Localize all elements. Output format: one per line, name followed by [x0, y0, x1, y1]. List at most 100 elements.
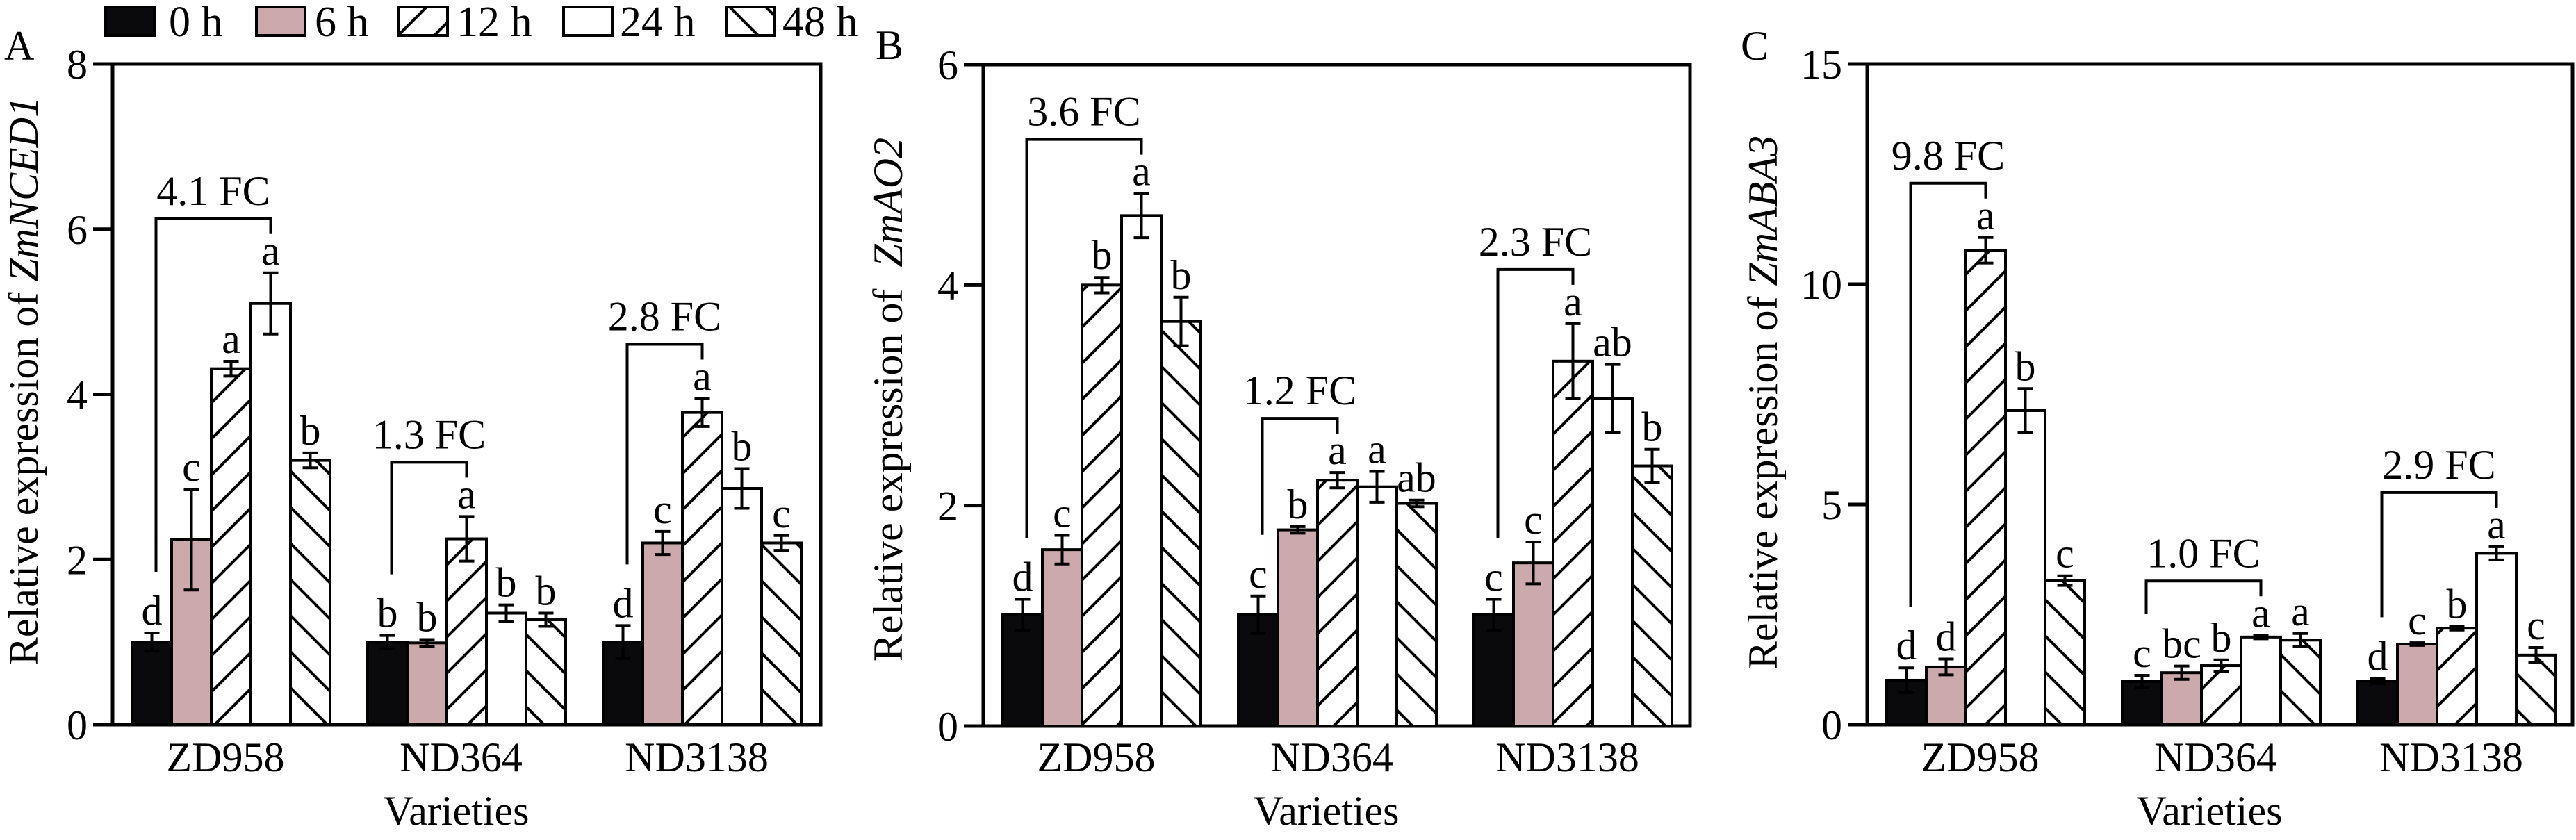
error-bar	[1978, 236, 1994, 265]
error-bar	[2449, 625, 2465, 632]
error-bar	[1525, 541, 1541, 586]
legend-label: 24 h	[620, 0, 696, 46]
y-axis-title-prefix: Relative expression of	[1740, 286, 1786, 670]
error-bar	[1094, 276, 1110, 295]
significance-letter: a	[1132, 149, 1151, 195]
bar	[1356, 485, 1398, 728]
significance-letter: b	[496, 560, 517, 606]
bar	[2279, 639, 2322, 726]
y-tick-label: 6	[67, 207, 88, 253]
y-tick-label: 0	[67, 702, 88, 748]
y-axis-title-gene: ZmAO2	[865, 138, 911, 267]
significance-letter: a	[261, 228, 280, 274]
error-bar	[2488, 545, 2504, 561]
significance-letter: a	[693, 353, 712, 399]
bar	[2200, 664, 2242, 727]
error-bar	[1898, 666, 1914, 694]
x-tick-label: ND364	[2154, 734, 2277, 780]
y-tick-label: 4	[67, 372, 88, 418]
legend-label: 48 h	[782, 0, 858, 46]
significance-letter: b	[1642, 404, 1663, 450]
significance-letter: b	[732, 423, 753, 469]
fold-change-label: 2.9 FC	[2382, 442, 2495, 488]
y-tick-label: 15	[1800, 42, 1842, 88]
fold-change-label: 4.1 FC	[156, 168, 270, 214]
error-bar	[1409, 498, 1425, 509]
bar	[2356, 680, 2399, 727]
legend-label: 6 h	[315, 0, 369, 46]
x-axis-title: Varieties	[384, 788, 530, 834]
significance-letter: d	[142, 588, 163, 634]
x-tick-label: ND3138	[2379, 734, 2523, 780]
error-bar	[1565, 322, 1581, 400]
bar	[1552, 359, 1594, 727]
error-bar	[1250, 594, 1266, 635]
error-bar	[2253, 634, 2269, 641]
significance-letter: a	[2487, 502, 2506, 547]
legend-item: 6 h	[255, 0, 369, 46]
y-axis-title-prefix: Relative expression of	[1, 282, 47, 666]
bar	[249, 302, 292, 726]
significance-letter: c	[1053, 491, 1072, 536]
significance-letter: d	[2368, 633, 2388, 679]
significance-letter: c	[1249, 551, 1268, 597]
fold-change-bracket	[1909, 181, 1987, 607]
bar	[2396, 642, 2438, 727]
error-bar	[144, 632, 160, 653]
error-bar	[1369, 470, 1385, 504]
significance-letter: b	[2211, 615, 2232, 661]
bar	[2240, 635, 2282, 726]
significance-letter: b	[536, 568, 557, 614]
legend-label: 12 h	[457, 0, 532, 46]
y-axis-title: Relative expression of ZmAO2	[865, 138, 911, 661]
error-bar	[2174, 664, 2190, 681]
bar	[721, 487, 763, 727]
error-bar	[1938, 657, 1954, 677]
error-bar	[2213, 658, 2229, 673]
error-bar	[2292, 632, 2308, 648]
significance-letter: d	[613, 580, 634, 626]
fold-change-label: 9.8 FC	[1892, 133, 2005, 179]
significance-letter: bc	[2162, 621, 2201, 667]
bar	[1472, 613, 1515, 727]
error-bar	[263, 271, 279, 336]
error-bar	[2528, 646, 2544, 664]
bar	[1964, 249, 2007, 726]
y-tick-label: 6	[937, 42, 958, 88]
panel-label: A	[4, 23, 34, 69]
bar	[1512, 561, 1554, 727]
y-tick-label: 8	[67, 42, 88, 88]
significance-letter: d	[1896, 623, 1917, 668]
y-tick-label: 10	[1800, 262, 1842, 308]
error-bar	[1644, 447, 1660, 484]
legend-swatch	[255, 6, 306, 37]
legend: 0 h 6 h 12 h 24 h 48 h	[104, 0, 858, 46]
significance-letter: a	[222, 316, 240, 362]
y-tick-label: 0	[1821, 702, 1842, 748]
fold-change-bracket	[625, 343, 704, 565]
bar	[1316, 479, 1359, 727]
bar	[210, 367, 252, 726]
error-bar	[734, 467, 750, 510]
error-bar	[1133, 192, 1149, 240]
significance-letter: c	[653, 486, 672, 532]
significance-letter: c	[1524, 497, 1543, 543]
x-tick-label: ND364	[1270, 734, 1393, 780]
significance-letter: c	[2056, 531, 2074, 577]
error-bar	[1015, 598, 1031, 632]
bar	[366, 641, 409, 726]
significance-letter: a	[1976, 192, 1995, 238]
error-bar	[419, 638, 435, 648]
error-bar	[655, 529, 671, 557]
y-axis-title-gene: ZmABA3	[1740, 135, 1786, 286]
error-bar	[459, 515, 475, 563]
x-tick-label: ND364	[400, 734, 523, 780]
significance-letter: c	[2527, 602, 2545, 648]
bar	[445, 537, 488, 726]
